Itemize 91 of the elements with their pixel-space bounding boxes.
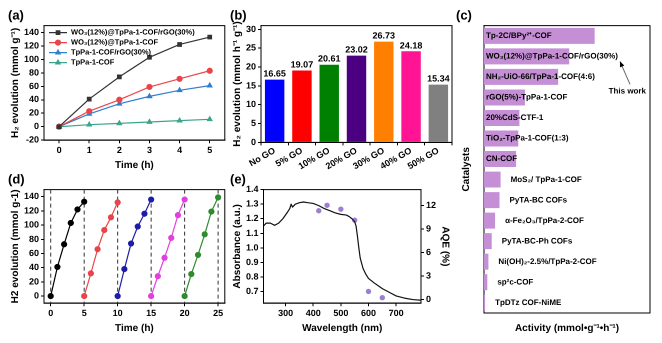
y2-tick-label: 6 bbox=[426, 246, 432, 257]
y-tick-label: sp²c-COF bbox=[497, 277, 534, 286]
x-tick-label: 20 bbox=[180, 308, 190, 318]
y-tick-label: 140 bbox=[24, 191, 40, 202]
y-tick-label: TpDTz COF-NiME bbox=[495, 298, 562, 307]
y2-tick-label: 3 bbox=[426, 270, 432, 280]
y-axis-title: H2 evolution (mmol g-1) bbox=[10, 189, 21, 304]
y-tick-label: 20 bbox=[29, 108, 40, 118]
y-tick-label: 1.2 bbox=[246, 213, 259, 224]
y2-tick-label: 9 bbox=[426, 223, 432, 234]
y-tick-label: -20 bbox=[26, 134, 40, 145]
data-label: 19.07 bbox=[290, 60, 314, 70]
data-label: 26.73 bbox=[372, 30, 396, 41]
y-tick-label: Tp-2C/BPy²⁺-COF bbox=[486, 31, 552, 40]
chart-title: (c) bbox=[456, 7, 472, 22]
x-axis-title: Time (h) bbox=[115, 160, 154, 171]
y-axis-title: Catalysts bbox=[460, 146, 472, 192]
y-tick-label: MoS₂/ TpPa-1-COF bbox=[510, 174, 582, 184]
x-tick-label: 700 bbox=[388, 308, 404, 318]
y-tick-label: Ni(OH)₂-2.5%/TpPa-2-COF bbox=[498, 256, 597, 266]
y-tick-label: WO₃(12%)@TpPa-1-COF/rGO(30%) bbox=[486, 52, 618, 61]
y-axis-title: Absorbance (a.u.) bbox=[232, 204, 243, 289]
text: This work bbox=[608, 86, 647, 96]
x-axis-title: Activity (mmol•g⁻¹•h⁻¹) bbox=[514, 322, 620, 334]
x-axis-title: Time (h) bbox=[115, 322, 154, 334]
y-tick-label: 60 bbox=[29, 248, 40, 258]
x-tick-label: 2 bbox=[116, 145, 122, 156]
y-tick-label: α-Fe₂O₃/TpPa-2-COF bbox=[505, 216, 584, 225]
y-tick-label: 20%CdS-CTF-1 bbox=[486, 113, 544, 122]
y-tick-label: 100 bbox=[24, 54, 40, 64]
x-tick-label: 0 bbox=[48, 308, 54, 318]
x-tick-label: 400 bbox=[306, 308, 321, 318]
data-label: 23.02 bbox=[345, 44, 368, 55]
y2-tick-label: 12 bbox=[426, 200, 436, 210]
y-tick-label: CN-COF bbox=[486, 154, 518, 164]
x-tick-label: 10 bbox=[112, 308, 123, 318]
y2-axis-title: AQE (%) bbox=[439, 226, 450, 266]
y-tick-label: 0.7 bbox=[246, 286, 259, 296]
y-tick-label: 0 bbox=[34, 290, 40, 301]
x-axis-title: Wavelength (nm) bbox=[302, 322, 382, 334]
y-tick-label: 1.0 bbox=[246, 242, 259, 252]
data-label: 15.34 bbox=[427, 74, 450, 84]
y-tick-label: 5 bbox=[250, 118, 256, 128]
y-tick-label: 40 bbox=[29, 262, 40, 272]
x-tick-label: 600 bbox=[360, 308, 376, 318]
y-tick-label: 20 bbox=[246, 62, 256, 72]
y-tick-label: 10 bbox=[246, 99, 256, 110]
chart-title: (e) bbox=[230, 171, 246, 186]
y-tick-label: NH₂-UiO-66/TpPa-1-COF(4:6) bbox=[486, 72, 596, 82]
y-tick-label: PyTA-BC-Ph COFs bbox=[502, 236, 573, 246]
x-tick-label: 4 bbox=[177, 145, 182, 156]
x-tick-label: 25 bbox=[213, 308, 224, 318]
y-tick-label: 1.3 bbox=[246, 198, 259, 209]
y-tick-label: 120 bbox=[24, 40, 40, 50]
x-tick-label: 300 bbox=[278, 308, 294, 318]
y-tick-label: 0.8 bbox=[246, 271, 259, 282]
x-tick-label: 1 bbox=[86, 145, 92, 156]
y-tick-label: 120 bbox=[24, 205, 40, 216]
y2-tick-label: 0 bbox=[426, 294, 432, 304]
y-tick-label: 20 bbox=[29, 276, 40, 286]
chart-title: (d) bbox=[8, 171, 25, 186]
y-tick-label: TiO₂-TpPa-1-COF(1:3) bbox=[486, 134, 569, 143]
y-tick-label: 140 bbox=[24, 26, 40, 37]
x-tick-label: 3 bbox=[146, 145, 152, 156]
y-tick-label: 1.4 bbox=[246, 184, 259, 194]
y-tick-label: 0 bbox=[34, 121, 40, 132]
chart-title: (b) bbox=[230, 7, 247, 22]
y-tick-label: 15 bbox=[246, 80, 256, 90]
data-label: 24.18 bbox=[400, 40, 422, 50]
y-tick-label: 100 bbox=[24, 220, 40, 230]
y-tick-label: 60 bbox=[29, 80, 40, 91]
y-tick-label: rGO(5%)-TpPa-1-COF bbox=[486, 92, 568, 102]
y-tick-label: 1.1 bbox=[246, 228, 259, 238]
y-axis-title: H₂ evolution (mmol h⁻¹ g⁻¹) bbox=[232, 21, 243, 147]
x-tick-label: 0 bbox=[56, 145, 62, 156]
y-tick-label: 0.9 bbox=[246, 256, 259, 267]
y-tick-label: 40 bbox=[29, 94, 40, 104]
y-axis-title: H₂ evolution (mmol g⁻¹) bbox=[10, 28, 21, 138]
y-tick-label: 80 bbox=[29, 234, 40, 244]
x-tick-label: 5 bbox=[82, 308, 87, 318]
x-tick-label: 500 bbox=[333, 308, 348, 318]
data-label: 16.65 bbox=[263, 68, 286, 79]
x-tick-label: 5 bbox=[207, 145, 212, 156]
y-tick-label: 0 bbox=[250, 136, 256, 147]
y-tick-label: PyTA-BC COFs bbox=[509, 195, 568, 204]
y-tick-label: 80 bbox=[29, 67, 40, 78]
y-tick-label: 25 bbox=[246, 42, 256, 53]
chart-title: (a) bbox=[8, 7, 24, 22]
data-label: 20.61 bbox=[318, 54, 340, 64]
y-tick-label: 30 bbox=[246, 24, 256, 34]
x-tick-label: 15 bbox=[146, 308, 156, 318]
